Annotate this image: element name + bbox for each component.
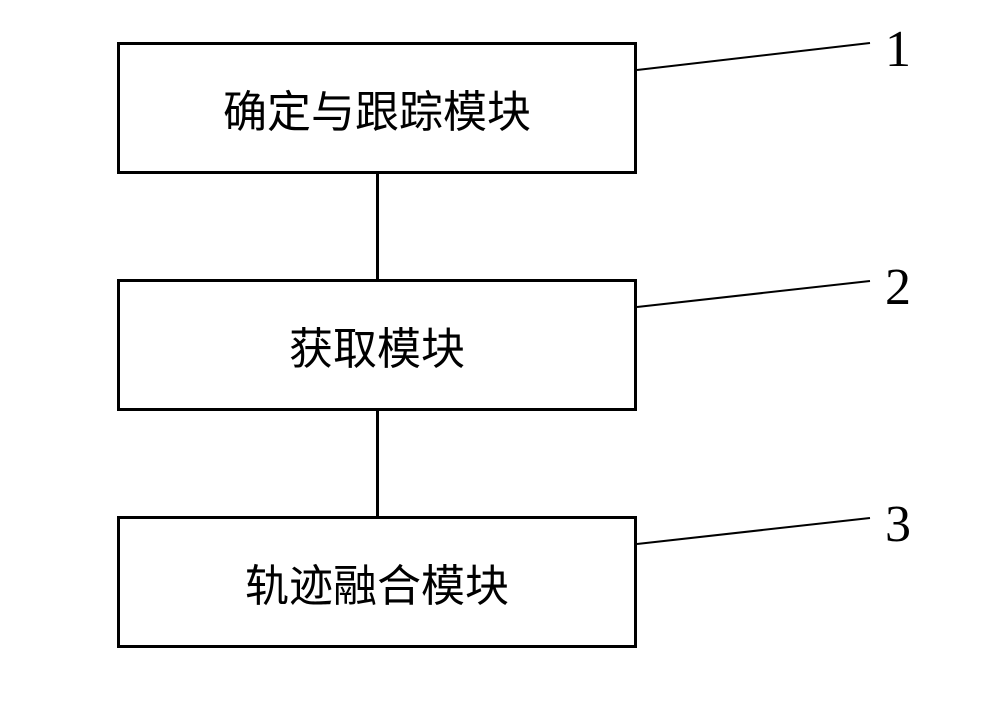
- node-determine-track: 确定与跟踪模块: [117, 42, 637, 174]
- edge-n1-n2: [376, 174, 379, 279]
- node-acquire: 获取模块: [117, 279, 637, 411]
- node-label: 确定与跟踪模块: [223, 76, 531, 140]
- callout-number-3: 3: [885, 495, 911, 554]
- callout-number-1: 1: [885, 20, 911, 79]
- callout-number-2: 2: [885, 258, 911, 317]
- node-label: 获取模块: [289, 313, 465, 377]
- diagram-canvas: 确定与跟踪模块 获取模块 轨迹融合模块 1 2 3: [0, 0, 1000, 706]
- node-label: 轨迹融合模块: [245, 550, 509, 614]
- edge-n2-n3: [376, 411, 379, 516]
- node-trajectory-fusion: 轨迹融合模块: [117, 516, 637, 648]
